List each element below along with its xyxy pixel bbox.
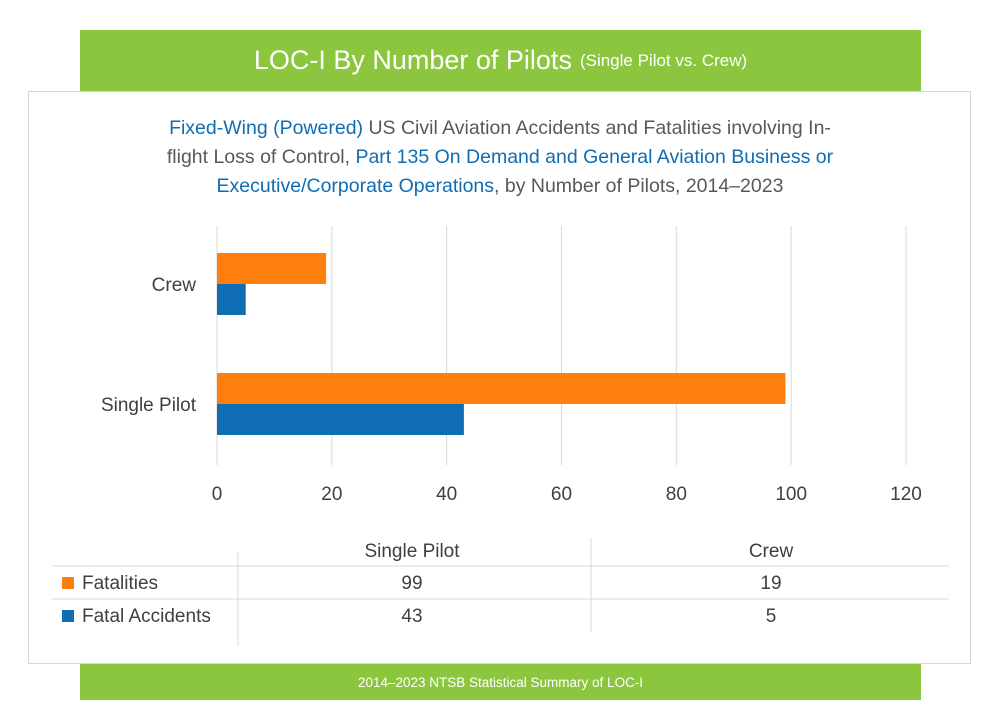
description-line-2: flight Loss of Control, Part 135 On Dema… <box>0 143 1000 172</box>
chart-description: Fixed-Wing (Powered) US Civil Aviation A… <box>0 114 1000 201</box>
description-text: , by Number of Pilots, 2014–2023 <box>494 175 784 197</box>
table-cell-value: 5 <box>766 606 777 627</box>
y-category-label: Single Pilot <box>101 395 197 416</box>
x-tick-label: 40 <box>436 484 457 505</box>
bar-fatal-accidents <box>217 284 246 315</box>
description-highlight: Part 135 On Demand and General Aviation … <box>355 146 834 168</box>
x-tick-label: 60 <box>551 484 572 505</box>
table-cell-value: 99 <box>401 573 422 594</box>
table-row-label: Fatalities <box>82 573 158 594</box>
description-line-1: Fixed-Wing (Powered) US Civil Aviation A… <box>0 114 1000 143</box>
table-column-header: Crew <box>749 541 794 562</box>
y-category-label: Crew <box>152 275 197 296</box>
header-band: LOC-I By Number of Pilots (Single Pilot … <box>80 30 921 91</box>
bar-fatal-accidents <box>217 404 464 435</box>
description-highlight: Fixed-Wing (Powered) <box>169 117 364 139</box>
description-highlight: Executive/Corporate Operations <box>216 175 495 197</box>
bar-fatalities <box>217 253 327 284</box>
table-column-header: Single Pilot <box>364 541 460 562</box>
description-line-3: Executive/Corporate Operations, by Numbe… <box>0 172 1000 201</box>
chart-title: LOC-I By Number of Pilots <box>253 45 572 75</box>
table-cell-value: 19 <box>760 573 781 594</box>
x-tick-label: 80 <box>666 484 687 505</box>
table-row-label: Fatal Accidents <box>82 606 211 627</box>
table-cell-value: 43 <box>401 606 422 627</box>
bar-fatalities <box>217 373 786 404</box>
x-tick-label: 100 <box>775 484 807 505</box>
description-text: flight Loss of Control, <box>166 146 356 168</box>
legend-swatch <box>62 577 74 589</box>
x-tick-label: 0 <box>212 484 223 505</box>
footer-band: 2014–2023 NTSB Statistical Summary of LO… <box>80 664 921 700</box>
chart-title-subtitle: (Single Pilot vs. Crew) <box>579 50 748 70</box>
x-tick-label: 20 <box>321 484 342 505</box>
footer-source: 2014–2023 NTSB Statistical Summary of LO… <box>357 674 644 690</box>
legend-swatch <box>62 610 74 622</box>
x-tick-label: 120 <box>890 484 922 505</box>
description-text: US Civil Aviation Accidents and Fataliti… <box>363 117 831 139</box>
